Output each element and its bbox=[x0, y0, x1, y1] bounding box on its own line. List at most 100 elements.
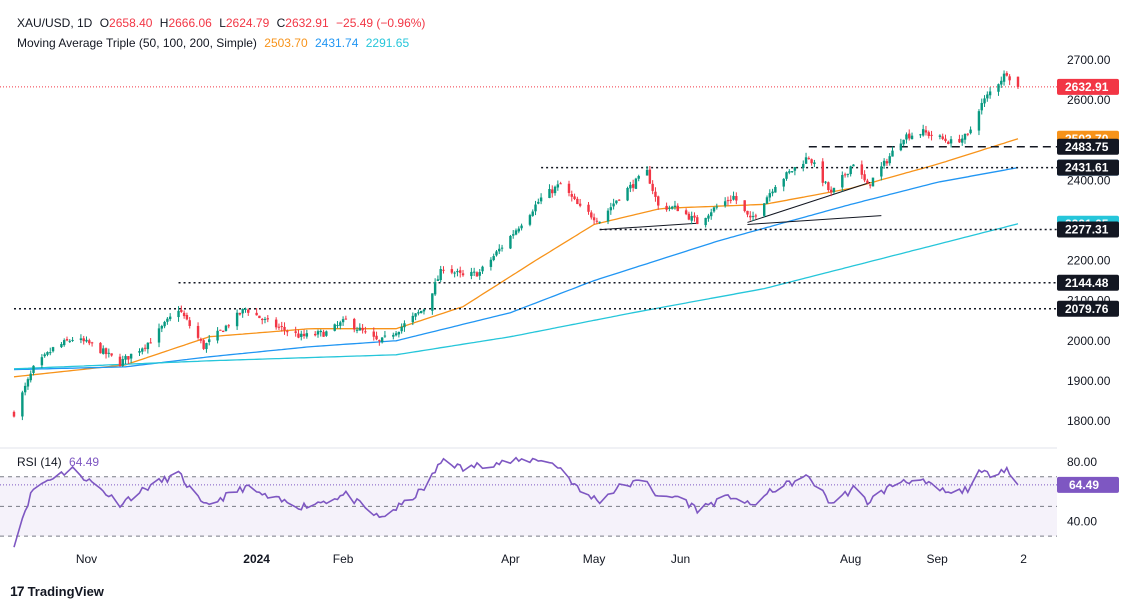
candle-body bbox=[846, 173, 850, 175]
price-axis-tick: 2600.00 bbox=[1067, 93, 1111, 107]
candle-body bbox=[988, 91, 992, 96]
candle-body bbox=[880, 166, 883, 177]
candle-body bbox=[274, 319, 278, 328]
candle-body bbox=[852, 164, 855, 167]
close-letter: C bbox=[276, 16, 286, 30]
candle-body bbox=[829, 189, 833, 193]
candle-body bbox=[121, 359, 124, 366]
candle-body bbox=[891, 150, 894, 157]
ma-title[interactable]: Moving Average Triple (50, 100, 200, Sim… bbox=[17, 36, 257, 50]
rsi-pane bbox=[0, 456, 1057, 548]
candle-body bbox=[439, 269, 442, 281]
candle-body bbox=[726, 200, 730, 202]
candle-body bbox=[908, 133, 911, 139]
candle-body bbox=[199, 338, 203, 341]
candle-body bbox=[62, 340, 66, 346]
candle-body bbox=[947, 141, 950, 145]
candle-body bbox=[548, 188, 551, 198]
candle-body bbox=[1002, 73, 1006, 82]
candle-body bbox=[813, 162, 816, 165]
candle-body bbox=[980, 102, 983, 111]
candle-body bbox=[280, 325, 283, 327]
candle-body bbox=[749, 215, 752, 218]
candle-body bbox=[336, 324, 339, 326]
candle-body bbox=[286, 331, 289, 333]
candle-body bbox=[302, 333, 306, 337]
candle-body bbox=[375, 335, 378, 340]
candle-body bbox=[966, 133, 970, 135]
candle-body bbox=[163, 321, 166, 327]
symbol-label[interactable]: XAU/USD, 1D bbox=[17, 16, 93, 30]
candle-body bbox=[104, 348, 108, 355]
candle-body bbox=[598, 221, 601, 223]
candle-body bbox=[690, 216, 693, 221]
candle-body bbox=[498, 248, 501, 252]
candle-body bbox=[489, 259, 493, 267]
candle-body bbox=[921, 129, 925, 136]
candle-body bbox=[205, 343, 208, 350]
candle-body bbox=[459, 270, 462, 273]
candle-body bbox=[372, 331, 375, 337]
candle-body bbox=[182, 312, 186, 317]
price-tag-label: 2483.75 bbox=[1065, 140, 1109, 154]
candle-body bbox=[732, 195, 735, 200]
change-value: −25.49 (−0.96%) bbox=[336, 16, 426, 30]
candle-body bbox=[185, 315, 189, 320]
candle-body bbox=[824, 181, 827, 183]
candle-body bbox=[216, 330, 219, 341]
candle-body bbox=[924, 130, 928, 133]
candle-body bbox=[361, 327, 364, 331]
trend-line-1 bbox=[747, 181, 871, 223]
candle-body bbox=[51, 347, 55, 352]
candle-body bbox=[180, 309, 183, 312]
trend-line-2 bbox=[747, 215, 882, 225]
candle-body bbox=[517, 228, 520, 232]
rsi-title[interactable]: RSI (14) bbox=[17, 455, 62, 469]
candle-body bbox=[788, 171, 791, 173]
candle-body bbox=[40, 357, 44, 366]
ma100-line bbox=[13, 166, 1019, 371]
candle-body bbox=[188, 320, 191, 326]
candle-body bbox=[436, 279, 440, 281]
candle-body bbox=[606, 210, 610, 222]
candle-body bbox=[364, 331, 367, 333]
candle-body bbox=[882, 160, 886, 166]
candle-body bbox=[863, 174, 866, 181]
price-tag-level bbox=[1057, 274, 1119, 291]
candle-body bbox=[648, 169, 652, 184]
candle-body bbox=[71, 339, 74, 341]
time-axis-tick: 2024 bbox=[243, 552, 270, 566]
candle-body bbox=[559, 183, 562, 185]
brand-footer[interactable]: 17 TradingView bbox=[10, 583, 104, 599]
candle-body bbox=[587, 204, 590, 212]
price-tag-last bbox=[1057, 78, 1119, 95]
candle-body bbox=[885, 161, 889, 164]
candle-body bbox=[224, 325, 228, 331]
candle-body bbox=[765, 197, 769, 204]
candle-body bbox=[26, 379, 30, 387]
candle-body bbox=[938, 135, 942, 137]
candle-body bbox=[827, 182, 830, 191]
candle-body bbox=[12, 411, 16, 417]
candle-body bbox=[539, 197, 543, 202]
candle-body bbox=[963, 133, 967, 140]
candle-body bbox=[500, 247, 504, 249]
candle-body bbox=[442, 269, 445, 271]
candle-body bbox=[333, 324, 336, 331]
candle-body bbox=[456, 271, 459, 273]
candle-body bbox=[316, 331, 320, 335]
drawing-lines bbox=[0, 86, 1057, 310]
candle-body bbox=[902, 139, 905, 145]
candle-body bbox=[790, 171, 794, 173]
candle-body bbox=[553, 186, 557, 194]
candle-body bbox=[344, 318, 348, 320]
candle-body bbox=[531, 211, 534, 216]
candle-body bbox=[693, 215, 696, 218]
candle-body bbox=[997, 84, 1000, 92]
candle-body bbox=[849, 166, 852, 175]
candle-body bbox=[79, 338, 83, 341]
candle-body bbox=[509, 235, 512, 249]
price-axis-tick: 2700.00 bbox=[1067, 53, 1111, 67]
moving-averages bbox=[13, 138, 1019, 378]
